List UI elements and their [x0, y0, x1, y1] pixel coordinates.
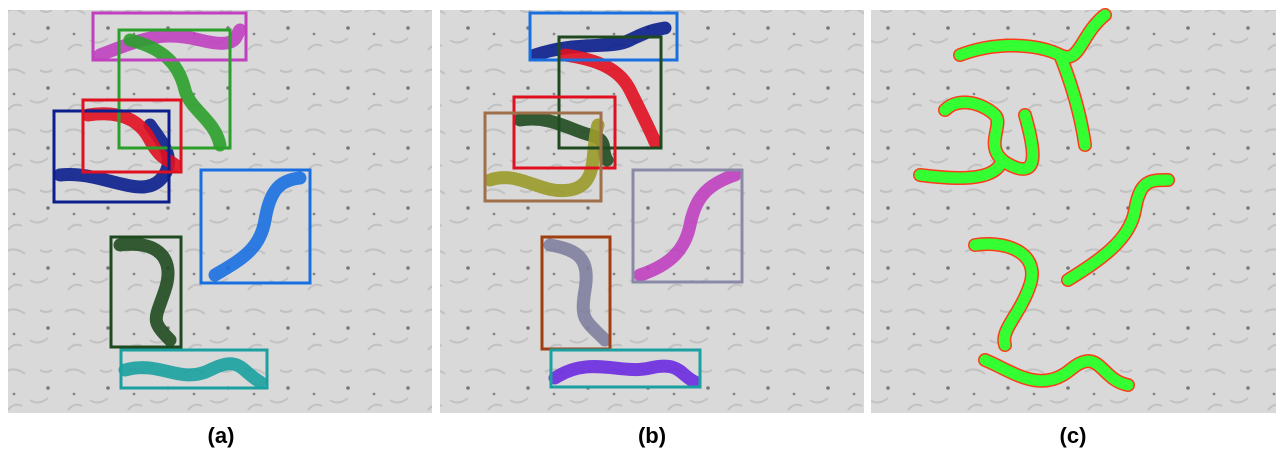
figure: (a) (b) (c): [0, 0, 1283, 453]
panel-label: (a): [208, 423, 235, 448]
panel-label: (c): [1060, 423, 1087, 448]
panel-a-image: [8, 10, 432, 413]
panel-c-image: [871, 10, 1276, 413]
panel-label: (b): [638, 423, 666, 448]
page: (a) (b) (c) (() => { const data = JSON.p…: [0, 0, 1283, 453]
panel-b-image: [440, 10, 864, 413]
